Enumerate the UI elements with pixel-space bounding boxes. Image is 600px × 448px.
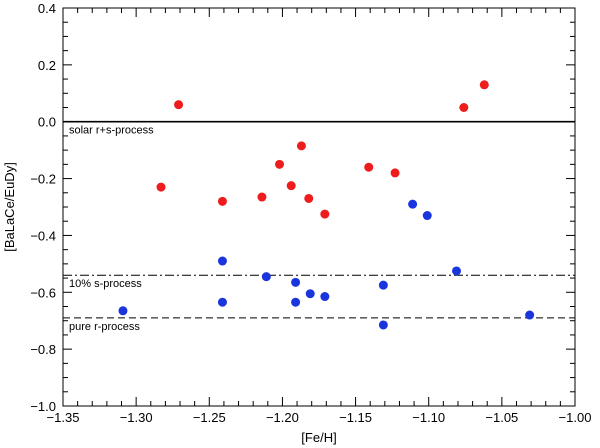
data-point: [390, 168, 400, 178]
y-tick-label: −1.0: [30, 399, 56, 414]
data-points: [118, 80, 535, 330]
reference-line-label: solar r+s-process: [69, 125, 154, 137]
y-tick-label: −0.2: [30, 172, 56, 187]
y-tick-label: −0.6: [30, 285, 56, 300]
x-tick-label: −1.20: [266, 410, 299, 425]
data-point: [422, 211, 432, 221]
data-point: [479, 80, 489, 90]
data-point: [291, 297, 301, 307]
y-tick-label: −0.8: [30, 342, 56, 357]
data-point: [296, 141, 306, 151]
x-tick-label: −1.30: [120, 410, 153, 425]
x-tick-labels: −1.35 −1.30 −1.25 −1.20 −1.15 −1.10 −1.05 −1.00: [47, 410, 592, 425]
reference-lines: solar r+s-process 10% s-process pure r-pro…: [63, 120, 575, 333]
x-tick-label: −1.10: [412, 410, 445, 425]
data-point: [156, 182, 166, 192]
data-point: [217, 297, 227, 307]
data-point: [174, 100, 184, 110]
x-tick-label: −1.35: [47, 410, 80, 425]
y-axis-title: [BaLaCe/EuDy]: [2, 162, 17, 252]
data-point: [257, 192, 267, 202]
data-point: [304, 193, 314, 203]
data-point: [364, 162, 374, 172]
data-point: [378, 280, 388, 290]
data-point: [378, 320, 388, 330]
x-tick-label: −1.25: [193, 410, 226, 425]
data-point: [217, 196, 227, 206]
x-axis-title: [Fe/H]: [301, 430, 336, 445]
data-point: [118, 306, 128, 316]
x-tick-label: −1.15: [339, 410, 372, 425]
data-point: [408, 199, 418, 209]
data-point: [525, 310, 535, 320]
data-point: [320, 209, 330, 219]
y-tick-label: −0.4: [30, 228, 56, 243]
plot-frame: [62, 7, 576, 407]
x-tick-label: −1.05: [485, 410, 518, 425]
y-tick-label: 0.2: [38, 58, 56, 73]
x-tick-label: −1.00: [559, 410, 592, 425]
reference-line-label: 10% s-process: [69, 278, 142, 290]
data-point: [305, 289, 315, 299]
data-point: [459, 103, 469, 112]
data-point: [291, 277, 301, 287]
y-tick-label: 0.4: [38, 1, 56, 16]
axis-ticks: [62, 7, 576, 407]
reference-line-label: pure r-process: [69, 321, 140, 333]
y-tick-label: 0.0: [38, 115, 56, 130]
data-point: [261, 272, 271, 282]
data-point: [320, 292, 330, 302]
data-point: [217, 256, 227, 266]
data-point: [275, 159, 285, 169]
y-tick-labels: −1.0 −0.8 −0.6 −0.4 −0.2 0.0 0.2 0.4: [30, 1, 56, 414]
data-point: [452, 266, 462, 276]
data-point: [286, 181, 296, 191]
